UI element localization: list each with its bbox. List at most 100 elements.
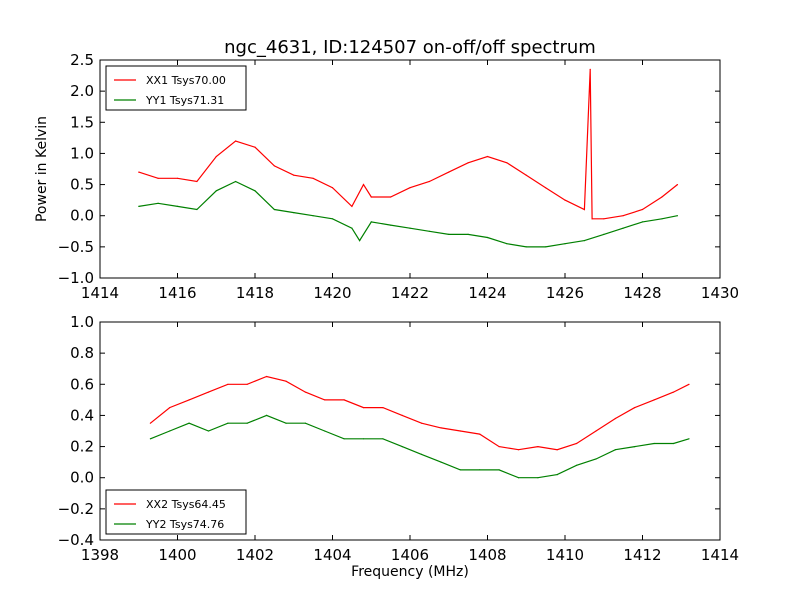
data-point xyxy=(421,453,423,455)
data-point xyxy=(176,177,179,179)
data-point xyxy=(401,446,403,448)
x-tick-label: 1420 xyxy=(313,284,351,302)
y-tick-label: −0.2 xyxy=(58,500,94,518)
data-point xyxy=(401,414,403,416)
x-tick-label: 1422 xyxy=(391,284,429,302)
data-point xyxy=(266,375,268,378)
data-point xyxy=(564,199,566,201)
data-point xyxy=(440,427,442,429)
y-tick-label: 1.0 xyxy=(70,144,94,162)
data-point xyxy=(169,407,171,409)
data-point xyxy=(227,422,229,424)
data-point xyxy=(537,477,539,479)
data-point xyxy=(169,430,171,432)
legend-label: XX1 Tsys70.00 xyxy=(146,74,226,87)
data-point xyxy=(176,205,179,207)
data-point xyxy=(622,227,624,229)
legend-label: YY2 Tsys74.76 xyxy=(145,518,224,531)
data-point xyxy=(409,187,411,189)
data-point xyxy=(614,417,617,420)
data-point xyxy=(421,422,423,424)
data-point xyxy=(370,196,372,198)
data-point xyxy=(448,233,450,235)
x-tick-label: 1428 xyxy=(623,284,661,302)
data-point xyxy=(595,458,597,460)
data-point xyxy=(293,212,295,214)
data-point xyxy=(304,391,306,393)
data-point xyxy=(382,438,384,440)
data-point xyxy=(324,399,326,401)
data-point xyxy=(254,190,256,192)
data-point xyxy=(362,407,365,409)
data-point xyxy=(583,240,586,242)
data-point xyxy=(556,474,558,476)
data-point xyxy=(641,221,644,223)
chart-title: ngc_4631, ID:124507 on-off/off spectrum xyxy=(224,37,596,58)
data-point xyxy=(556,449,558,451)
legend-label: YY1 Tsys71.31 xyxy=(145,94,224,107)
x-tick-label: 1418 xyxy=(236,284,274,302)
legend-box xyxy=(105,489,247,535)
data-point xyxy=(362,184,365,186)
data-point xyxy=(331,187,334,189)
data-point xyxy=(343,399,345,401)
x-tick-label: 1402 xyxy=(236,546,274,564)
data-point xyxy=(273,165,275,167)
data-point xyxy=(603,218,605,220)
data-point xyxy=(359,240,361,242)
data-point xyxy=(428,180,430,183)
data-point xyxy=(498,446,500,448)
top-y-ticks: −1.0 −0.5 0.0 0.5 1.0 1.5 2.0 2.5 xyxy=(58,51,720,287)
data-point xyxy=(351,227,353,229)
data-point xyxy=(653,399,655,401)
data-point xyxy=(479,433,481,435)
data-point xyxy=(595,430,597,432)
data-point xyxy=(138,205,140,207)
x-tick-label: 1426 xyxy=(546,284,584,302)
legend-box xyxy=(105,65,247,111)
data-point xyxy=(207,430,210,432)
data-point xyxy=(293,174,295,176)
data-point xyxy=(634,446,636,448)
x-tick-label: 1408 xyxy=(468,546,506,564)
data-point xyxy=(138,171,140,173)
y-tick-label: 2.5 xyxy=(70,51,94,69)
data-point xyxy=(459,469,461,471)
data-point xyxy=(545,246,547,248)
legend-label: XX2 Tsys64.45 xyxy=(146,498,226,511)
data-point xyxy=(576,442,578,445)
bottom-legend: XX2 Tsys64.45 YY2 Tsys74.76 xyxy=(105,489,247,535)
x-tick-label: 1416 xyxy=(158,284,196,302)
data-point xyxy=(525,174,527,176)
x-tick-label: 1412 xyxy=(623,546,661,564)
data-point xyxy=(266,414,268,416)
y-tick-label: 0.5 xyxy=(70,176,94,194)
y-tick-label: −0.5 xyxy=(58,238,94,256)
y-tick-label: 0.0 xyxy=(70,469,94,487)
y-tick-label: 1.5 xyxy=(70,113,94,131)
data-point xyxy=(653,442,655,445)
data-point xyxy=(486,155,489,158)
data-point xyxy=(207,391,210,393)
data-point xyxy=(273,208,275,211)
bottom-plot: 1398 1400 1402 1404 1406 1408 1410 1412 1414 −0.… xyxy=(58,313,740,580)
data-point xyxy=(440,461,442,463)
data-point xyxy=(583,208,586,211)
data-point xyxy=(672,442,675,445)
x-tick-label: 1398 xyxy=(81,546,119,564)
data-point xyxy=(196,180,198,183)
data-point xyxy=(370,221,372,223)
data-point xyxy=(215,155,217,158)
data-point xyxy=(448,171,450,173)
data-point xyxy=(506,162,508,164)
bottom-series-group xyxy=(149,375,690,479)
data-point xyxy=(409,227,411,229)
data-point xyxy=(591,218,593,220)
data-point xyxy=(382,407,384,409)
data-point xyxy=(661,196,663,198)
x-tick-label: 1406 xyxy=(391,546,429,564)
data-point xyxy=(498,469,500,471)
data-point xyxy=(622,215,624,217)
y-tick-label: 0.6 xyxy=(70,375,94,393)
